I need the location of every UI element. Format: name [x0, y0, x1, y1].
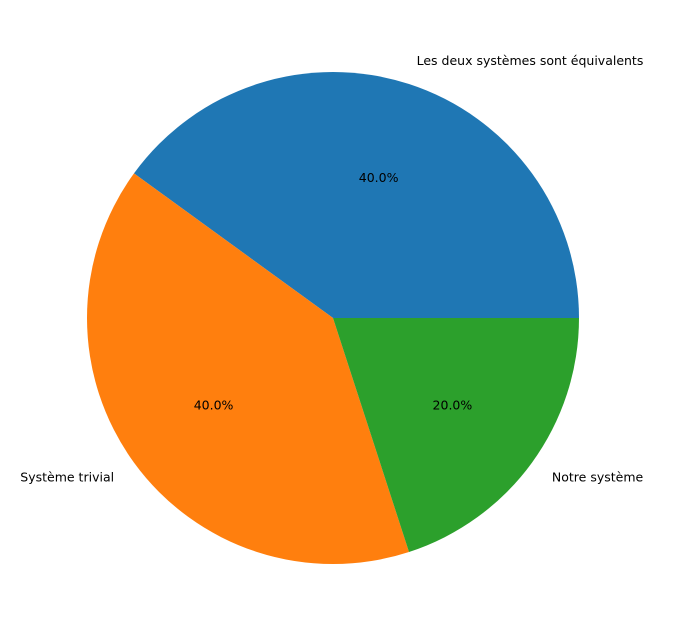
pct-label-systeme-trivial: 40.0%	[194, 397, 234, 412]
pie-slice-notre-systeme	[333, 318, 579, 552]
slice-label-systeme-trivial: Système trivial	[20, 470, 114, 485]
pct-label-les-deux-systemes-sont-equivalents: 40.0%	[359, 170, 399, 185]
slice-label-notre-systeme: Notre système	[552, 470, 644, 485]
percentage-labels: 40.0% 40.0% 20.0%	[194, 170, 473, 412]
pie-slice-les-deux-systemes-sont-equivalents	[133, 72, 580, 318]
pct-label-notre-systeme: 20.0%	[433, 397, 473, 412]
slice-labels: Les deux systèmes sont équivalents Systèm…	[20, 53, 643, 484]
pie-slice-systeme-trivial	[87, 173, 410, 564]
slice-label-les-deux-systemes-sont-equivalents: Les deux systèmes sont équivalents	[417, 53, 644, 68]
pie-slices	[87, 72, 580, 564]
